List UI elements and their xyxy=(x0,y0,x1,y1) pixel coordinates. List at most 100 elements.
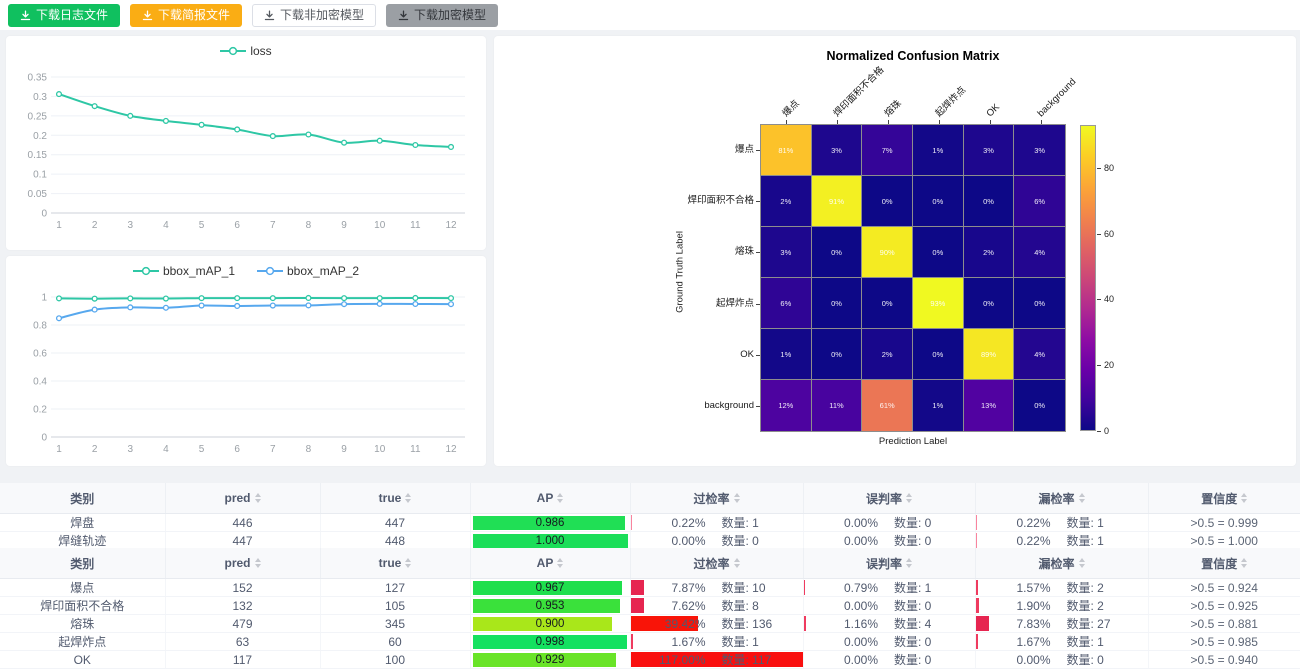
rate-percent: 7.83% xyxy=(1016,616,1051,631)
column-header-AP[interactable]: AP xyxy=(470,483,631,514)
overdetect-cell-bar: 7.62% 数量: 8 xyxy=(630,597,803,614)
column-header-置信度[interactable]: 置信度 xyxy=(1148,548,1300,579)
pred-cell-value: 63 xyxy=(235,634,250,649)
rate-bar-fill xyxy=(975,616,989,631)
legend-item-loss[interactable]: loss xyxy=(220,44,272,58)
download-icon xyxy=(20,9,31,21)
true-cell-value: 127 xyxy=(384,580,406,595)
misjudge-cell: 0.00% 数量: 0 xyxy=(803,513,976,532)
ap-bar: 0.998 xyxy=(472,634,628,649)
column-header-AP[interactable]: AP xyxy=(470,548,631,579)
download-encrypted-model-button[interactable]: 下载加密模型 xyxy=(386,3,499,27)
download-plain-model-label: 下载非加密模型 xyxy=(280,8,365,22)
matrix-cell: 3% xyxy=(761,227,812,278)
rate-percent: 1.67% xyxy=(671,634,706,649)
rate-percent: 0.22% xyxy=(1016,533,1051,548)
rate-count: 数量: 1 xyxy=(721,516,759,530)
table-row: 焊盘 446 447 0.986 0.22% 数量: 1 0.00% 数量: 0 0.22% 数量… xyxy=(0,513,1300,532)
sort-icon[interactable] xyxy=(557,493,564,503)
download-plain-model-button[interactable]: 下载非加密模型 xyxy=(252,3,377,27)
rate-bar-fill xyxy=(803,580,806,595)
column-header-pred[interactable]: pred xyxy=(165,548,321,579)
sort-icon[interactable] xyxy=(405,493,412,503)
ap-cell: 0.967 xyxy=(470,578,631,597)
column-header-true[interactable]: true xyxy=(320,483,471,514)
ap-cell: 0.929 xyxy=(470,650,631,669)
ap-bar-fill xyxy=(472,652,617,667)
column-header-置信度[interactable]: 置信度 xyxy=(1148,483,1300,514)
sort-icon[interactable] xyxy=(254,493,261,503)
category-cell: 焊盘 xyxy=(0,513,166,532)
true-cell-value: 100 xyxy=(384,652,406,667)
svg-text:1: 1 xyxy=(41,293,47,304)
axis-tick xyxy=(756,303,760,305)
sort-icon[interactable] xyxy=(405,558,412,568)
sort-icon[interactable] xyxy=(906,493,912,503)
matrix-row-label: 爆点 xyxy=(734,143,754,155)
rate-percent: 0.00% xyxy=(843,652,878,667)
rate-bar-fill xyxy=(975,580,979,595)
axis-tick xyxy=(756,355,760,356)
column-header-类别: 类别 xyxy=(0,548,166,579)
matrix-cell: 61% xyxy=(862,380,913,431)
column-header-漏检率[interactable]: 漏检率 xyxy=(975,483,1149,514)
table-row: 焊印面积不合格 132 105 0.953 7.62% 数量: 8 0.00% 数量: 0 1.… xyxy=(0,596,1300,615)
sort-icon[interactable] xyxy=(733,558,740,568)
rate-percent: 0.22% xyxy=(1016,515,1051,530)
sort-icon[interactable] xyxy=(733,493,740,503)
colorbar-tick-label: 60 xyxy=(1104,228,1115,239)
sort-icon[interactable] xyxy=(557,558,564,568)
matrix-cell: 0% xyxy=(1014,278,1065,329)
axis-tick xyxy=(836,120,838,124)
overdetect-cell: 1.67% 数量: 1 xyxy=(630,632,804,651)
overdetect-cell-bar: 39.42% 数量: 136 xyxy=(630,615,803,632)
axis-tick xyxy=(756,149,760,151)
category-cell: 起焊炸点 xyxy=(0,632,166,651)
sort-icon[interactable] xyxy=(254,558,261,568)
rate-percent: 0.79% xyxy=(843,580,878,595)
download-log-button[interactable]: 下载日志文件 xyxy=(8,3,121,27)
confidence-cell-value: >0.5 = 0.924 xyxy=(1190,580,1258,595)
svg-text:10: 10 xyxy=(374,220,386,231)
download-report-button[interactable]: 下载简报文件 xyxy=(130,3,243,27)
category-cell-value: 熔珠 xyxy=(70,617,95,631)
column-header-过检率[interactable]: 过检率 xyxy=(630,548,804,579)
rate-count: 数量: 2 xyxy=(1066,599,1104,613)
rate-text: 0.00% 数量: 0 xyxy=(804,597,975,614)
rate-count: 数量: 2 xyxy=(1066,581,1104,595)
rate-count: 数量: 1 xyxy=(1066,516,1104,530)
column-header-true[interactable]: true xyxy=(320,548,471,579)
ap-bar: 0.900 xyxy=(472,616,628,631)
column-header-漏检率[interactable]: 漏检率 xyxy=(975,548,1149,579)
overdetect-cell: 117.00% 数量: 117 xyxy=(630,650,804,669)
matrix-row-label: 熔珠 xyxy=(734,246,754,258)
column-header-过检率[interactable]: 过检率 xyxy=(630,483,804,514)
column-header-误判率[interactable]: 误判率 xyxy=(803,548,976,579)
sort-icon[interactable] xyxy=(1241,493,1248,503)
sort-icon[interactable] xyxy=(1078,558,1085,568)
svg-text:12: 12 xyxy=(445,444,457,455)
ap-bar: 1.000 xyxy=(472,533,628,548)
misjudge-cell-bar: 0.79% 数量: 1 xyxy=(803,579,975,596)
column-header-label: true xyxy=(378,491,402,505)
svg-text:2: 2 xyxy=(92,220,98,231)
ap-cell: 0.986 xyxy=(470,513,631,532)
sort-icon[interactable] xyxy=(1241,558,1248,568)
legend-item-bbox_mAP_1[interactable]: bbox_mAP_1 xyxy=(132,264,235,278)
matrix-cell: 0% xyxy=(1014,380,1065,431)
svg-text:0.1: 0.1 xyxy=(33,170,47,181)
matrix-cell: 2% xyxy=(862,329,913,380)
column-header-pred[interactable]: pred xyxy=(165,483,321,514)
rate-text: 7.83% 数量: 27 xyxy=(976,615,1148,632)
confidence-cell: >0.5 = 0.985 xyxy=(1148,632,1300,651)
confusion-matrix-ylabel: Ground Truth Label xyxy=(674,231,686,313)
rate-count: 数量: 27 xyxy=(1066,617,1111,631)
category-cell-value: 起焊炸点 xyxy=(58,635,107,649)
matrix-cell: 0% xyxy=(963,278,1015,329)
legend-item-bbox_mAP_2[interactable]: bbox_mAP_2 xyxy=(257,264,359,278)
matrix-cell: 2% xyxy=(963,227,1015,278)
sort-icon[interactable] xyxy=(1078,493,1085,503)
sort-icon[interactable] xyxy=(906,558,912,568)
column-header-误判率[interactable]: 误判率 xyxy=(803,483,976,514)
matrix-cell: 0% xyxy=(963,176,1015,227)
